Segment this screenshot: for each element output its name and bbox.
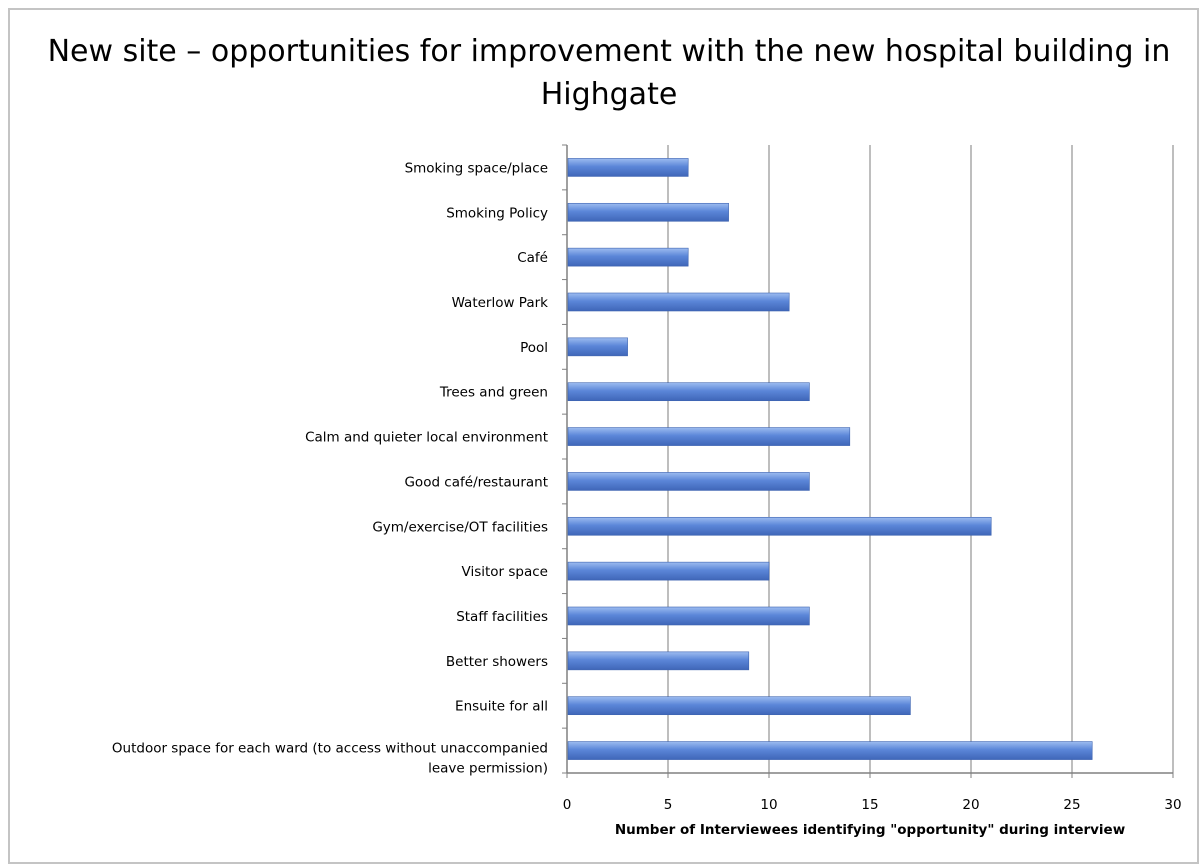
- bar: [567, 516, 992, 536]
- x-tick-label: 20: [962, 797, 979, 813]
- bar: [567, 472, 810, 491]
- category-label: Smoking space/place: [405, 160, 548, 176]
- bar: [567, 337, 628, 357]
- x-tick-label: 5: [664, 797, 673, 813]
- bar: [567, 427, 851, 446]
- bar: [567, 202, 729, 222]
- chart-title: New site – opportunities for improvement…: [47, 34, 1171, 112]
- bar: [567, 741, 1093, 760]
- bar: [567, 561, 770, 581]
- category-label: Café: [517, 250, 548, 266]
- bar: [567, 696, 911, 716]
- category-label: Better showers: [446, 654, 548, 670]
- bar: [567, 651, 750, 671]
- category-label: Waterlow Park: [452, 295, 549, 311]
- x-tick-label: 15: [861, 797, 878, 813]
- category-label: Calm and quieter local environment: [305, 430, 548, 446]
- bar: [567, 292, 790, 312]
- bar: [567, 382, 810, 402]
- x-axis-label: Number of Interviewees identifying "oppo…: [614, 822, 1126, 838]
- category-label: Good café/restaurant: [404, 474, 548, 490]
- bar: [567, 247, 689, 267]
- x-tick-label: 25: [1063, 797, 1080, 813]
- bar: [567, 606, 810, 626]
- category-label: Smoking Policy: [446, 205, 548, 221]
- category-label: Trees and green: [439, 385, 548, 401]
- category-label: leave permission): [428, 761, 548, 777]
- x-tick-label: 30: [1164, 797, 1181, 813]
- category-label: Ensuite for all: [455, 699, 548, 715]
- category-label: Outdoor space for each ward (to access w…: [112, 741, 548, 757]
- category-label: Staff facilities: [456, 609, 548, 625]
- x-tick-label: 0: [563, 797, 572, 813]
- x-tick-label: 10: [760, 797, 777, 813]
- category-label: Visitor space: [462, 564, 548, 580]
- bar: [567, 158, 689, 177]
- category-label: Gym/exercise/OT facilities: [372, 519, 548, 535]
- category-label: Pool: [520, 340, 548, 356]
